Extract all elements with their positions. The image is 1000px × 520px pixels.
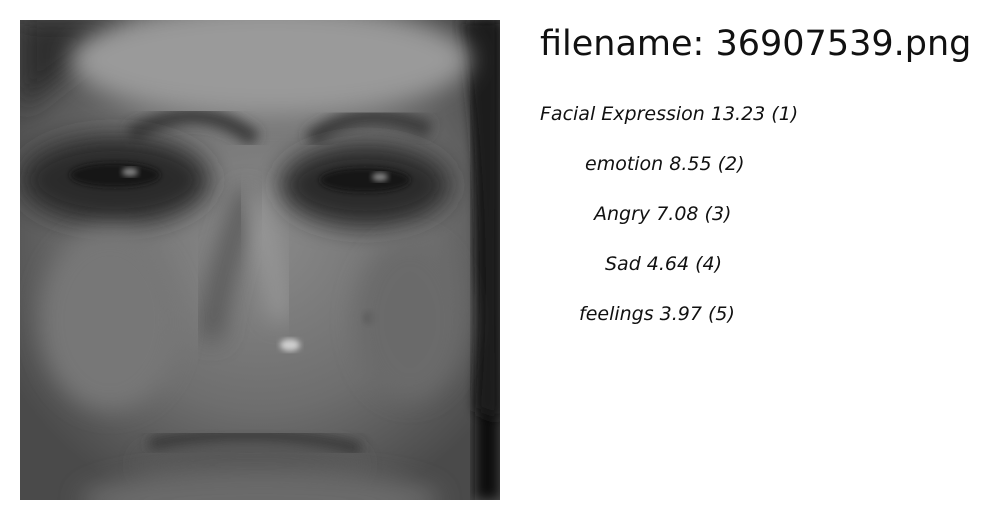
tag-item: Sad 4.64 (4) [605,253,723,275]
tag-item: feelings 3.97 (5) [579,303,735,325]
tag-item: Facial Expression 13.23 (1) [540,103,799,125]
face-photo [20,20,500,500]
tag-item: Angry 7.08 (3) [594,203,732,225]
tag-item: emotion 8.55 (2) [585,153,745,175]
filename-label: filename: 36907539.png [540,24,972,64]
